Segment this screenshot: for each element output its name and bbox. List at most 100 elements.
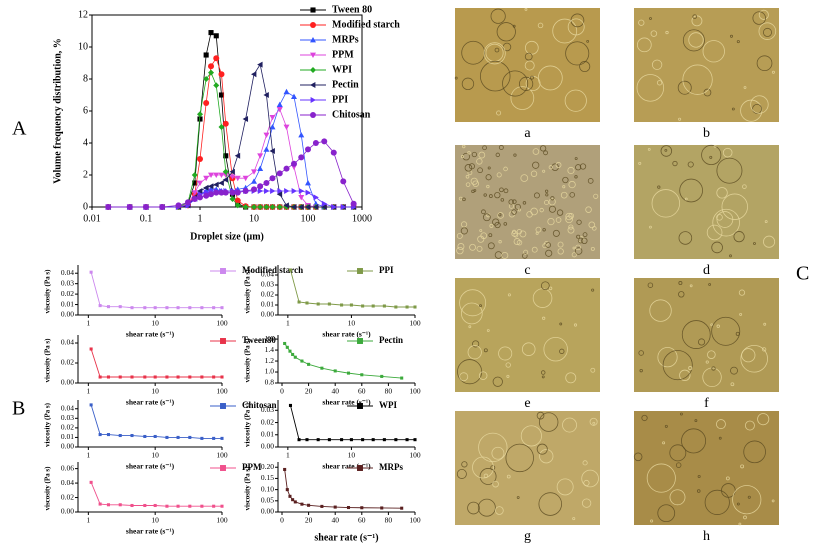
marker: [165, 375, 169, 379]
x-tick-label: 10: [151, 319, 159, 328]
droplet: [547, 217, 555, 226]
micrograph-label: g: [524, 529, 531, 544]
droplet: [494, 47, 500, 53]
micrograph-label: e: [524, 396, 530, 411]
droplet: [548, 205, 556, 213]
droplet: [586, 39, 590, 43]
droplet: [500, 198, 505, 202]
x-axis-label: shear rate (s⁻¹): [322, 398, 371, 407]
legend-label: Modified starch: [242, 265, 303, 275]
droplet: [732, 485, 762, 515]
droplet: [541, 375, 545, 379]
marker: [208, 69, 215, 76]
droplet: [456, 246, 464, 255]
micrograph-label: f: [704, 396, 709, 411]
droplet: [740, 344, 768, 373]
marker: [213, 181, 219, 188]
legend-label: PPM: [332, 49, 354, 60]
marker: [220, 306, 224, 310]
droplet: [477, 498, 496, 517]
y-tick-label: 12: [78, 9, 88, 20]
marker: [218, 180, 224, 186]
droplet: [460, 221, 468, 228]
marker: [98, 375, 102, 379]
marker: [297, 438, 301, 442]
droplet: [593, 193, 599, 199]
droplet: [679, 369, 691, 381]
droplet: [750, 95, 769, 114]
droplet: [496, 110, 502, 116]
marker: [312, 204, 319, 210]
y-tick-label: 0.00: [261, 442, 274, 451]
x-tick-label: 1: [286, 451, 290, 460]
droplet: [689, 284, 693, 288]
y-axis-label: viscosity (Pa s): [244, 466, 252, 511]
micrograph-image: [634, 8, 779, 122]
chart: 0.00 0.01 0.02 0.03 1 10 100 shear rate (s⁻¹) vi…: [244, 400, 421, 471]
droplet: [471, 151, 478, 158]
droplet: [501, 251, 509, 259]
droplet: [679, 178, 703, 203]
droplet: [565, 372, 577, 384]
marker: [307, 362, 311, 366]
marker: [242, 204, 249, 210]
y-tick-label: 8: [83, 73, 88, 84]
marker: [290, 204, 297, 210]
droplet: [514, 203, 521, 210]
droplet: [513, 153, 517, 157]
marker: [143, 306, 147, 310]
y-tick-label: 0.02: [61, 492, 74, 501]
series-line: [290, 405, 415, 441]
droplet: [756, 55, 773, 72]
x-tick-label: 10: [151, 451, 159, 460]
droplet: [499, 187, 504, 193]
droplet: [483, 348, 488, 353]
marker: [229, 189, 236, 196]
droplet: [535, 231, 539, 235]
droplet: [478, 151, 486, 159]
droplet: [498, 240, 502, 244]
droplet: [582, 460, 588, 466]
droplet: [657, 185, 661, 189]
droplet: [507, 293, 511, 297]
micrograph-image: [455, 411, 600, 525]
droplet: [491, 446, 505, 460]
droplet: [752, 11, 766, 25]
droplet: [711, 366, 716, 371]
droplet: [545, 189, 549, 193]
series-line: [90, 348, 222, 378]
droplet: [716, 214, 723, 221]
marker: [222, 168, 229, 175]
y-tick-label: 0.04: [261, 270, 274, 279]
droplet: [479, 468, 497, 485]
droplet: [479, 60, 511, 92]
marker: [290, 93, 297, 99]
marker: [106, 433, 110, 437]
droplet: [694, 419, 698, 423]
marker: [291, 498, 295, 502]
x-tick-label: 100: [301, 213, 316, 224]
droplet: [557, 248, 564, 255]
legend-label: PPM: [242, 462, 262, 472]
droplet: [692, 14, 697, 19]
marker: [276, 107, 283, 113]
legend-label: WPI: [332, 64, 352, 75]
marker: [276, 191, 283, 198]
marker: [264, 188, 270, 194]
y-tick-label: 0.03: [261, 405, 274, 414]
droplet: [520, 174, 529, 182]
x-tick-label: 0.1: [140, 213, 153, 224]
droplet: [713, 144, 717, 148]
legend-marker: [220, 268, 226, 274]
x-tick-label: 0: [280, 387, 284, 396]
marker: [405, 438, 409, 442]
marker: [130, 433, 134, 438]
marker: [218, 124, 225, 130]
marker: [176, 306, 180, 310]
droplet: [565, 212, 573, 221]
marker: [346, 505, 351, 510]
marker: [333, 505, 337, 509]
y-tick-label: 0.20: [261, 462, 274, 471]
legend-marker: [220, 338, 226, 344]
marker: [165, 504, 169, 508]
